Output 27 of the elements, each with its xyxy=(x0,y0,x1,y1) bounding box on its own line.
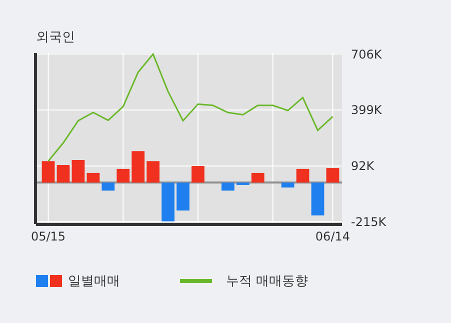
y-tick-label: -215K xyxy=(351,214,388,229)
bar xyxy=(56,164,70,183)
chart-title: 외국인 xyxy=(36,29,75,46)
bar xyxy=(326,168,340,183)
x-tick-label: 05/15 xyxy=(30,229,66,244)
bar xyxy=(116,168,130,183)
y-tick-label: 706K xyxy=(351,47,383,62)
bar xyxy=(296,168,310,183)
y-tick-label: 92K xyxy=(351,159,376,174)
bar xyxy=(146,161,160,183)
bar xyxy=(132,151,145,183)
bar xyxy=(251,172,264,183)
bar xyxy=(192,166,204,183)
legend-label: 누적 매매동향 xyxy=(226,273,308,290)
bar xyxy=(42,161,55,183)
x-tick-label: 06/14 xyxy=(315,229,350,244)
bar xyxy=(162,182,174,222)
bar xyxy=(311,182,324,216)
y-tick-label: 399K xyxy=(351,103,383,118)
bar xyxy=(281,182,294,188)
legend-label: 일별매매 xyxy=(68,273,120,290)
bar xyxy=(72,160,85,183)
line-series xyxy=(48,53,334,162)
bar xyxy=(86,172,100,183)
bar xyxy=(221,182,234,191)
bar xyxy=(102,182,115,191)
bar xyxy=(176,182,190,210)
